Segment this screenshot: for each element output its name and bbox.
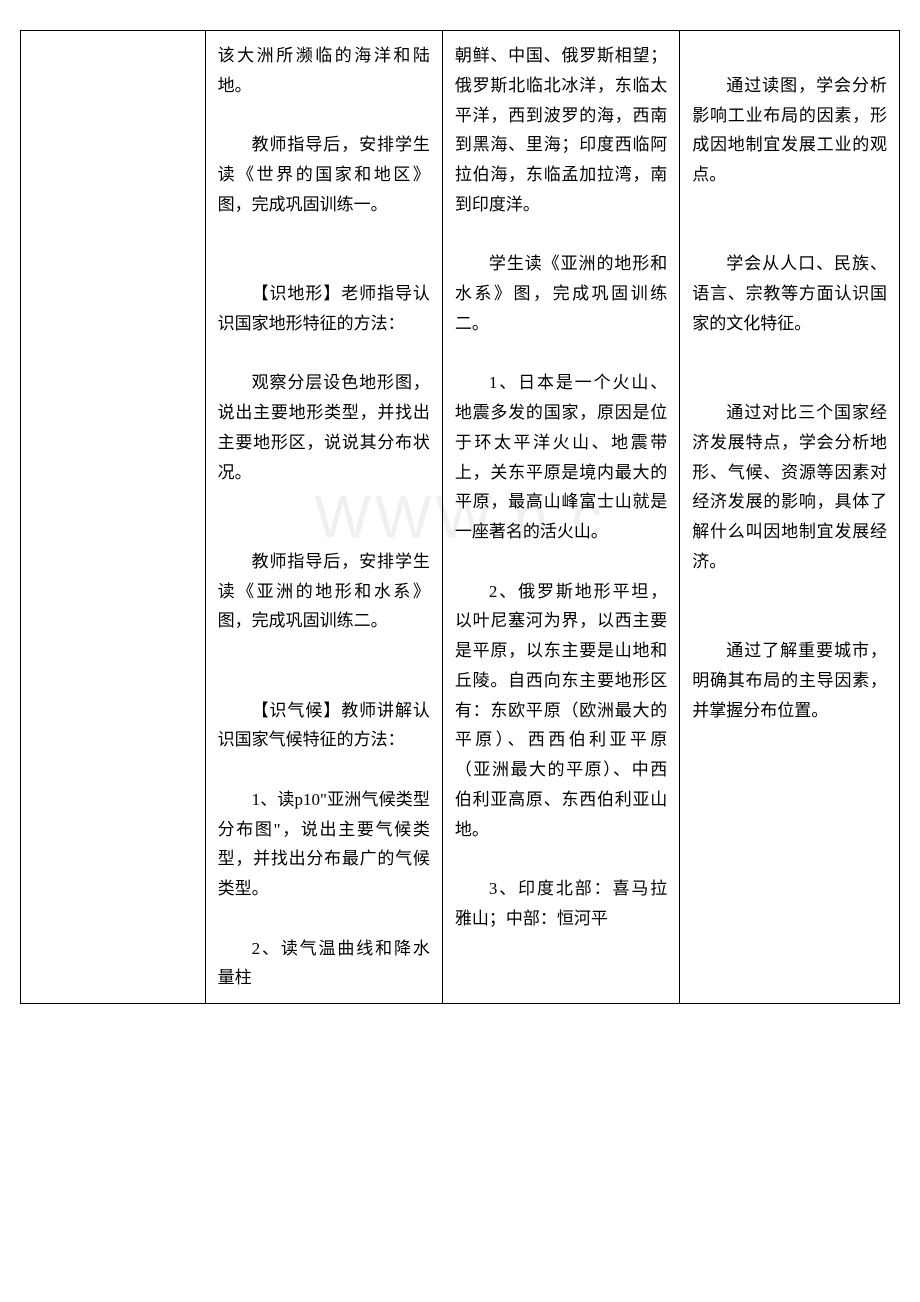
paragraph: 学会从人口、民族、语言、宗教等方面认识国家的文化特征。 — [692, 249, 887, 338]
table-cell-col2: 该大洲所濒临的海洋和陆地。 教师指导后，安排学生读《世界的国家和地区》图，完成巩… — [205, 31, 442, 1004]
table-cell-col1 — [21, 31, 206, 1004]
table-row: 该大洲所濒临的海洋和陆地。 教师指导后，安排学生读《世界的国家和地区》图，完成巩… — [21, 31, 900, 1004]
paragraph: 学生读《亚洲的地形和水系》图，完成巩固训练二。 — [455, 249, 667, 338]
paragraph: 1、读p10"亚洲气候类型分布图"，说出主要气候类型，并找出分布最广的气候类型。 — [218, 785, 430, 904]
table-cell-col4: 通过读图，学会分析影响工业布局的因素，形成因地制宜发展工业的观点。 学会从人口、… — [680, 31, 900, 1004]
paragraph: 通过对比三个国家经济发展特点，学会分析地形、气候、资源等因素对经济发展的影响，具… — [692, 398, 887, 577]
paragraph: 观察分层设色地形图，说出主要地形类型，并找出主要地形区，说说其分布状况。 — [218, 368, 430, 487]
paragraph: 【识地形】老师指导认识国家地形特征的方法： — [218, 279, 430, 339]
table-cell-col3: 朝鲜、中国、俄罗斯相望；俄罗斯北临北冰洋，东临太平洋，西到波罗的海，西南到黑海、… — [442, 31, 679, 1004]
paragraph: 通过了解重要城市，明确其布局的主导因素，并掌握分布位置。 — [692, 636, 887, 725]
paragraph: 该大洲所濒临的海洋和陆地。 — [218, 41, 430, 101]
paragraph: 朝鲜、中国、俄罗斯相望；俄罗斯北临北冰洋，东临太平洋，西到波罗的海，西南到黑海、… — [455, 41, 667, 220]
paragraph: 2、读气温曲线和降水量柱 — [218, 934, 430, 994]
paragraph: 教师指导后，安排学生读《亚洲的地形和水系》图，完成巩固训练二。 — [218, 547, 430, 636]
paragraph: 通过读图，学会分析影响工业布局的因素，形成因地制宜发展工业的观点。 — [692, 71, 887, 190]
lesson-table: 该大洲所濒临的海洋和陆地。 教师指导后，安排学生读《世界的国家和地区》图，完成巩… — [20, 30, 900, 1004]
paragraph: 教师指导后，安排学生读《世界的国家和地区》图，完成巩固训练一。 — [218, 130, 430, 219]
paragraph: 【识气候】教师讲解认识国家气候特征的方法： — [218, 696, 430, 756]
paragraph: 2、俄罗斯地形平坦，以叶尼塞河为界，以西主要是平原，以东主要是山地和丘陵。自西向… — [455, 577, 667, 845]
paragraph: 3、印度北部：喜马拉雅山；中部：恒河平 — [455, 874, 667, 934]
paragraph: 1、日本是一个火山、地震多发的国家，原因是位于环太平洋火山、地震带上，关东平原是… — [455, 368, 667, 547]
